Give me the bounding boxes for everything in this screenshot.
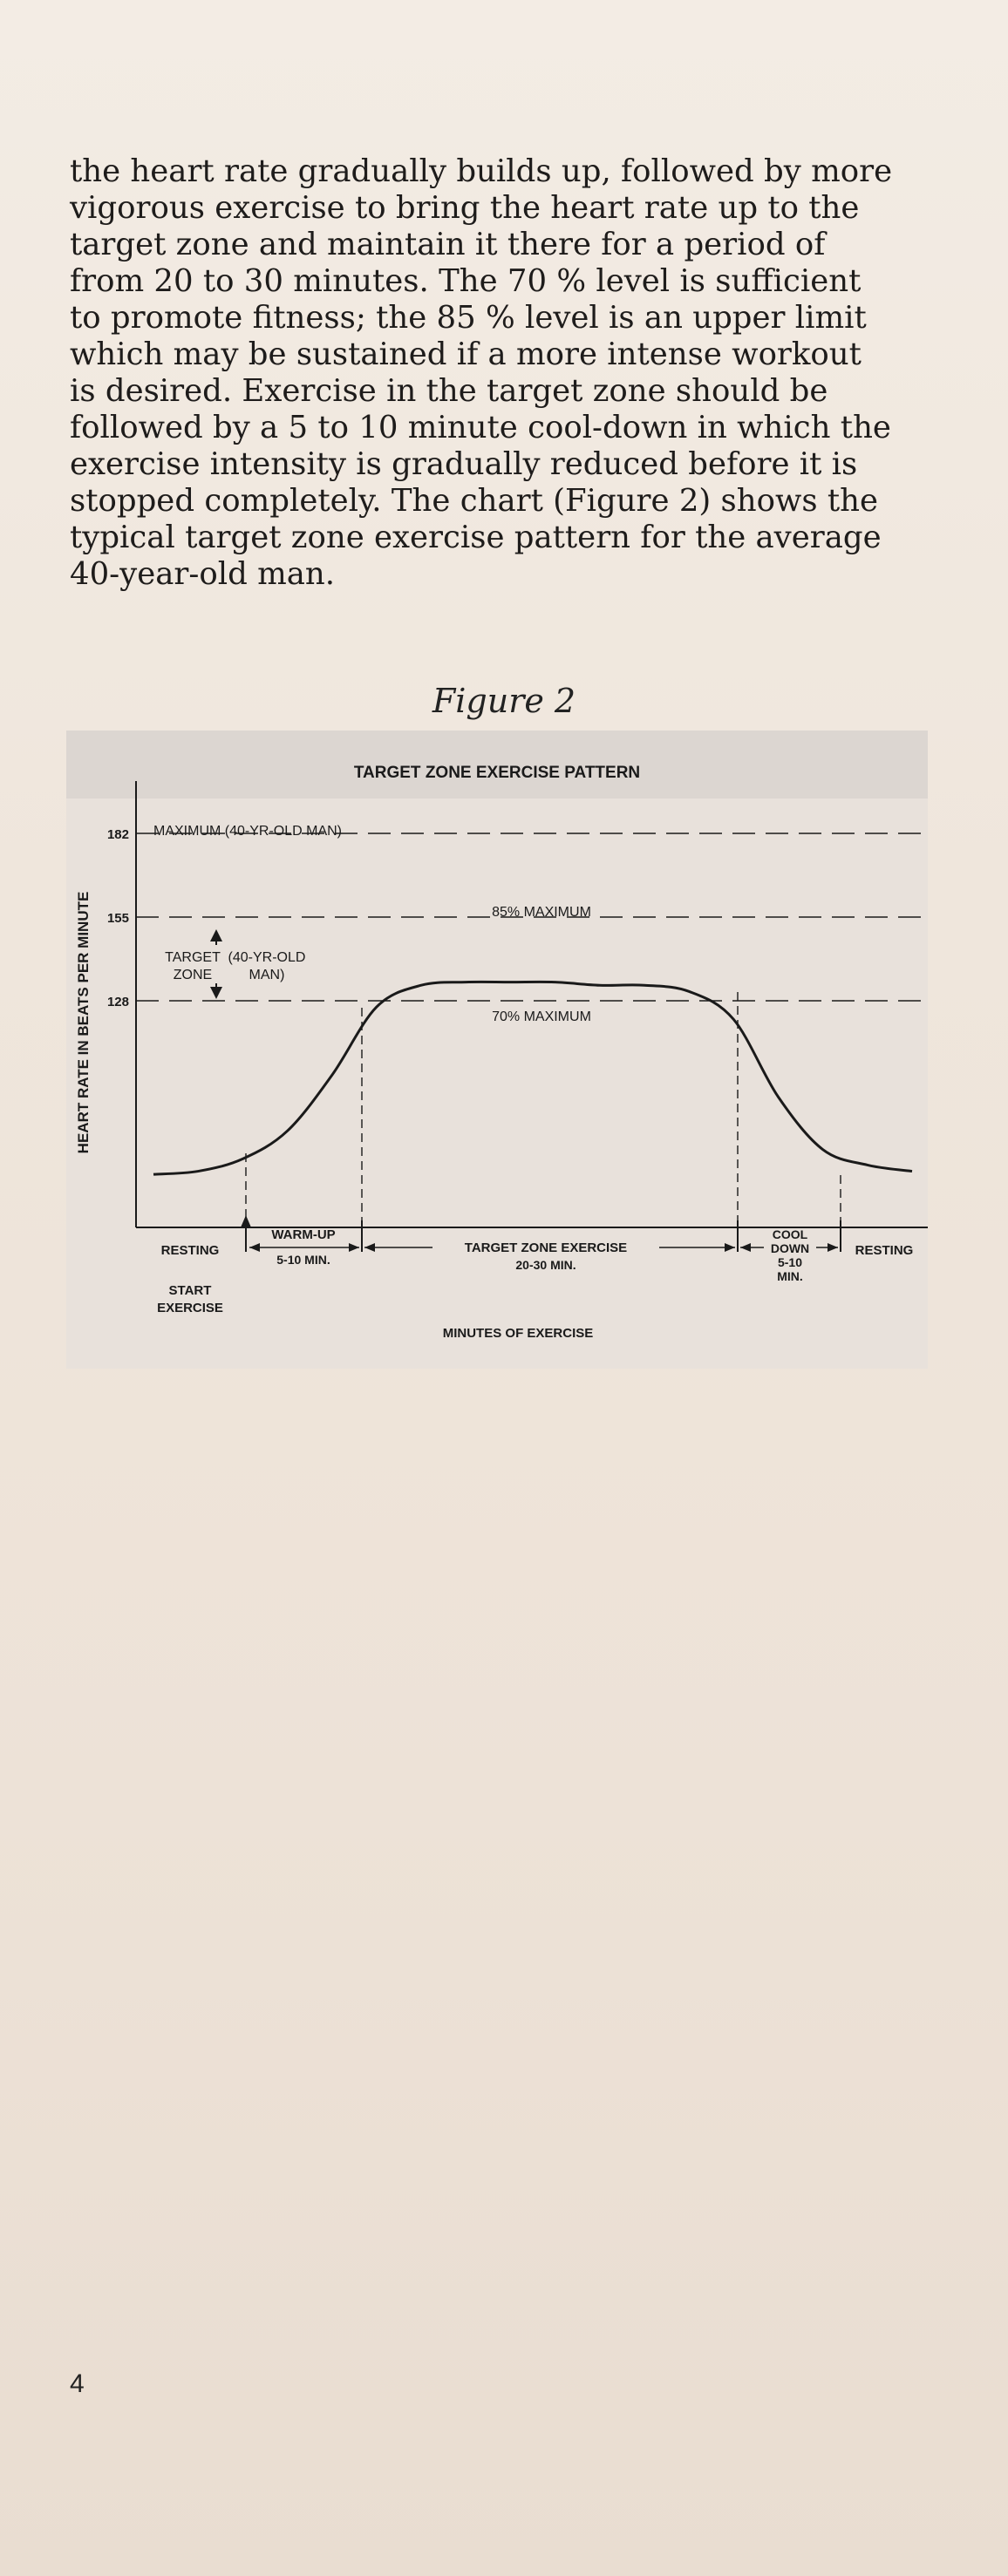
phase-resting-end: RESTING: [855, 1243, 914, 1258]
phase-warmup-duration: 5-10 MIN.: [276, 1253, 330, 1267]
bracket-up-arrowhead: [210, 929, 222, 941]
70-percent-label: 70% MAXIMUM: [492, 1009, 591, 1024]
target-zone-bracket: TARGET (40-YR-OLD ZONE MAN): [165, 929, 305, 999]
target-zone-label-3: ZONE: [174, 968, 212, 982]
chart-title: TARGET ZONE EXERCISE PATTERN: [354, 764, 640, 782]
page-number: 4: [70, 2369, 85, 2398]
figure-chart: TARGET ZONE EXERCISE PATTERN HEART RATE …: [66, 731, 928, 1369]
y-tick-label: 128: [107, 995, 129, 1009]
text-line: which may be sustained if a more intense…: [70, 336, 862, 372]
y-tick-label: 155: [107, 911, 129, 926]
body-paragraph: the heart rate gradually builds up, foll…: [70, 153, 950, 593]
text-line: from 20 to 30 minutes. The 70 % level is…: [70, 263, 862, 299]
phase-markers: [241, 1215, 841, 1252]
text-line: 40-year-old man.: [70, 556, 336, 592]
chart-title-band: [66, 731, 928, 799]
phase-cooldown-2: DOWN: [771, 1241, 809, 1255]
text-line: exercise intensity is gradually reduced …: [70, 446, 858, 482]
phase-resting-start: RESTING: [161, 1243, 220, 1258]
y-tick-label: 182: [107, 827, 129, 842]
phase-cooldown-1: COOL: [773, 1227, 808, 1241]
chart-svg: TARGET ZONE EXERCISE PATTERN HEART RATE …: [66, 731, 928, 1369]
heart-rate-curve: [153, 980, 913, 1176]
text-line: the heart rate gradually builds up, foll…: [70, 153, 893, 189]
text-line: typical target zone exercise pattern for…: [70, 520, 882, 555]
figure-caption: Figure 2: [432, 682, 576, 720]
target-left-arrowhead: [364, 1243, 375, 1252]
85-percent-label: 85% MAXIMUM: [492, 905, 591, 920]
text-line: vigorous exercise to bring the heart rat…: [70, 190, 860, 226]
max-line-label: MAXIMUM (40-YR-OLD MAN): [153, 824, 342, 839]
phase-cooldown-4: MIN.: [777, 1269, 803, 1283]
text-line: stopped completely. The chart (Figure 2)…: [70, 483, 879, 519]
bracket-down-arrowhead: [210, 987, 222, 999]
phase-warmup-name: WARM-UP: [271, 1227, 335, 1242]
phase-target-name: TARGET ZONE EXERCISE: [465, 1240, 627, 1255]
text-line: to promote fitness; the 85 % level is an…: [70, 300, 867, 336]
chart-background: [66, 731, 928, 1369]
target-zone-label-2: (40-YR-OLD: [228, 950, 306, 965]
target-zone-label-4: MAN): [249, 968, 285, 982]
warmup-right-arrowhead: [349, 1243, 359, 1252]
y-tick-labels: 182 155 128: [107, 827, 129, 1009]
phase-cooldown-3: 5-10: [778, 1255, 802, 1269]
start-exercise-arrowhead: [241, 1215, 251, 1227]
warmup-left-arrowhead: [249, 1243, 260, 1252]
start-exercise-label-1: START: [169, 1283, 212, 1298]
phase-target-duration: 20-30 MIN.: [515, 1258, 576, 1272]
phase-dividers: [245, 992, 841, 1223]
text-line: is desired. Exercise in the target zone …: [70, 373, 828, 409]
y-axis-label: HEART RATE IN BEATS PER MINUTE: [75, 892, 92, 1154]
target-zone-label-1: TARGET: [165, 950, 221, 965]
text-line: target zone and maintain it there for a …: [70, 227, 826, 262]
start-exercise-label-2: EXERCISE: [157, 1301, 223, 1315]
x-axis-label: MINUTES OF EXERCISE: [443, 1326, 594, 1341]
cooldown-right-arrowhead: [828, 1243, 838, 1252]
target-right-arrowhead: [725, 1243, 735, 1252]
text-line: followed by a 5 to 10 minute cool-down i…: [70, 410, 891, 445]
